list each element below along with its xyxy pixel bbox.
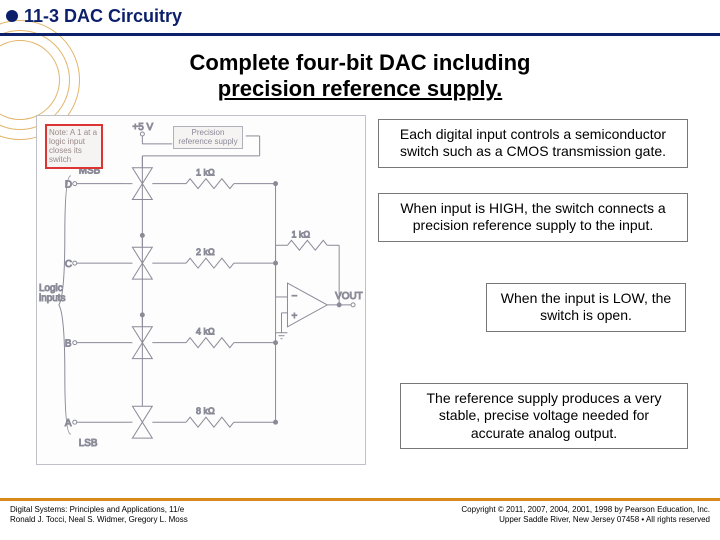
svg-text:A: A xyxy=(65,418,72,429)
footer-left-line1: Digital Systems: Principles and Applicat… xyxy=(10,505,188,515)
svg-text:1 kΩ: 1 kΩ xyxy=(196,167,215,177)
footer-left-line2: Ronald J. Tocci, Neal S. Widmer, Gregory… xyxy=(10,515,188,525)
caption-1: Each digital input controls a semiconduc… xyxy=(378,119,688,168)
main-title-line1: Complete four-bit DAC including xyxy=(190,50,531,75)
supply-label: +5 V xyxy=(132,122,153,133)
caption-2: When input is HIGH, the switch connects … xyxy=(378,193,688,242)
main-title-line2: precision reference supply. xyxy=(218,76,502,101)
footer-right: Copyright © 2011, 2007, 2004, 2001, 1998… xyxy=(461,505,710,524)
caption-4: The reference supply produces a very sta… xyxy=(400,383,688,450)
lsb-label: LSB xyxy=(79,438,98,449)
svg-text:D: D xyxy=(65,179,72,190)
svg-text:−: − xyxy=(291,291,297,302)
dac-circuit-diagram: Note: A 1 at a logic input closes its sw… xyxy=(36,115,366,465)
header-title: 11-3 DAC Circuitry xyxy=(24,6,182,27)
precision-supply-label: Precision reference supply xyxy=(173,126,243,150)
row-C: C 2 kΩ xyxy=(65,235,276,279)
content-area: Note: A 1 at a logic input closes its sw… xyxy=(0,115,720,485)
slide-header: 11-3 DAC Circuitry xyxy=(0,0,720,36)
svg-text:2 kΩ: 2 kΩ xyxy=(196,247,215,257)
row-A: A 8 kΩ xyxy=(65,394,276,438)
main-title: Complete four-bit DAC including precisio… xyxy=(0,50,720,103)
footer-right-line2: Upper Saddle River, New Jersey 07458 • A… xyxy=(461,515,710,525)
footer-right-line1: Copyright © 2011, 2007, 2004, 2001, 1998… xyxy=(461,505,710,515)
footer-left: Digital Systems: Principles and Applicat… xyxy=(10,505,188,524)
svg-text:+: + xyxy=(291,311,297,322)
svg-text:4 kΩ: 4 kΩ xyxy=(196,327,215,337)
slide-footer: Digital Systems: Principles and Applicat… xyxy=(0,498,720,540)
svg-text:8 kΩ: 8 kΩ xyxy=(196,406,215,416)
svg-text:B: B xyxy=(65,338,72,349)
svg-text:C: C xyxy=(65,259,72,270)
feedback-r-label: 1 kΩ xyxy=(291,229,310,239)
header-bullet-icon xyxy=(6,10,18,22)
row-B: B 4 kΩ xyxy=(65,315,276,359)
caption-3: When the input is LOW, the switch is ope… xyxy=(486,283,686,332)
diagram-note: Note: A 1 at a logic input closes its sw… xyxy=(45,124,103,169)
